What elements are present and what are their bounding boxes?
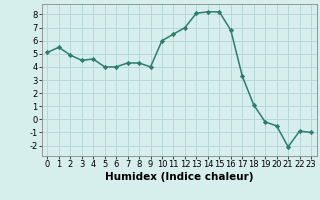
X-axis label: Humidex (Indice chaleur): Humidex (Indice chaleur): [105, 172, 253, 182]
